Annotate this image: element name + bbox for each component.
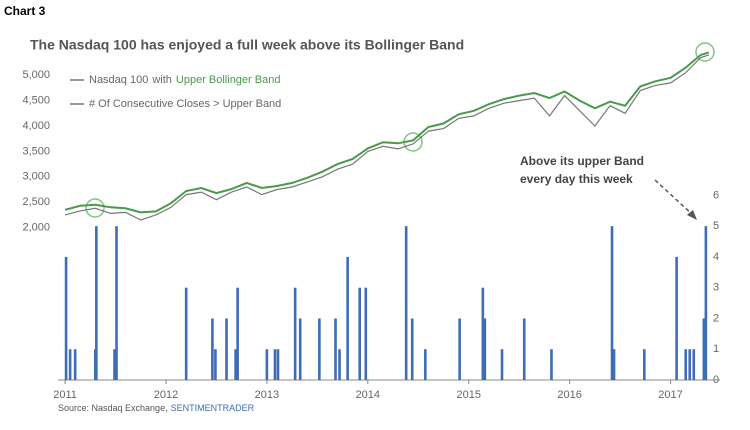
header: Chart 3 bbox=[4, 4, 46, 18]
y2-tick-label: 6 bbox=[713, 189, 719, 201]
y2-tick-label: 4 bbox=[713, 251, 719, 263]
bar bbox=[265, 349, 269, 380]
source-brand: SENTIMENTRADER bbox=[171, 403, 255, 413]
bar bbox=[214, 349, 217, 380]
annotation: Above its upper Band bbox=[520, 154, 644, 168]
bar bbox=[612, 349, 616, 380]
x-tick-label: 2012 bbox=[154, 389, 178, 401]
bar bbox=[273, 349, 277, 380]
annotation: every day this week bbox=[520, 172, 633, 186]
bar bbox=[211, 318, 214, 380]
bar bbox=[458, 318, 461, 380]
bar bbox=[293, 287, 297, 380]
bar bbox=[115, 226, 118, 380]
bar bbox=[64, 256, 68, 380]
legend-name: Upper Bollinger Band bbox=[176, 74, 281, 86]
bar bbox=[702, 318, 706, 380]
y2-tick-label: 3 bbox=[713, 282, 719, 294]
chart-title: The Nasdaq 100 has enjoyed a full week a… bbox=[30, 37, 464, 53]
line bbox=[64, 51, 710, 214]
bar bbox=[684, 349, 687, 380]
highlight-circle bbox=[695, 42, 715, 62]
bar bbox=[364, 287, 368, 380]
arrow-head bbox=[687, 210, 697, 220]
annotation-arrow bbox=[654, 179, 695, 217]
y-tick-label: 2,000 bbox=[22, 222, 50, 234]
x-tick-label: 2013 bbox=[255, 389, 279, 401]
bar bbox=[358, 287, 362, 380]
x-tick-label: 2017 bbox=[658, 389, 682, 401]
bar bbox=[234, 349, 237, 380]
bar bbox=[68, 349, 72, 380]
bar bbox=[236, 287, 239, 380]
y-tick-label: 5,000 bbox=[22, 69, 50, 81]
y-tick-label: 3,500 bbox=[22, 145, 50, 157]
bar bbox=[73, 349, 77, 380]
bar bbox=[410, 318, 414, 380]
bar bbox=[500, 349, 504, 380]
y2-tick-label: 5 bbox=[713, 220, 719, 232]
legend-link: with bbox=[151, 74, 172, 86]
highlight-circle bbox=[85, 198, 105, 218]
x-tick-label: 2016 bbox=[557, 389, 581, 401]
bar bbox=[610, 226, 614, 380]
bar bbox=[550, 349, 553, 380]
y-tick-label: 4,500 bbox=[22, 95, 50, 107]
legend-entry: # Of Consecutive Closes > Upper Band bbox=[89, 98, 281, 110]
bar bbox=[338, 349, 341, 380]
bar bbox=[643, 349, 646, 380]
source-text: Source: Nasdaq Exchange, bbox=[58, 403, 168, 413]
bar bbox=[688, 349, 692, 380]
bar bbox=[522, 318, 526, 380]
bar bbox=[481, 287, 485, 380]
bar bbox=[113, 349, 116, 380]
bar bbox=[298, 318, 302, 380]
x-tick-label: 2011 bbox=[53, 389, 77, 401]
bar bbox=[704, 226, 708, 380]
bar bbox=[334, 318, 337, 380]
x-tick-label: 2014 bbox=[356, 389, 380, 401]
bar bbox=[346, 256, 349, 380]
y2-tick-label: 1 bbox=[713, 343, 719, 355]
line bbox=[64, 54, 710, 221]
bar bbox=[225, 318, 228, 380]
y2-tick-label: 2 bbox=[713, 312, 719, 324]
bar bbox=[318, 318, 321, 380]
bar bbox=[404, 226, 408, 380]
y-tick-label: 2,500 bbox=[22, 196, 50, 208]
y-tick-label: 3,000 bbox=[22, 171, 50, 183]
bar bbox=[675, 256, 678, 380]
bar bbox=[276, 349, 280, 380]
x-tick-label: 2015 bbox=[456, 389, 480, 401]
legend-entry: Nasdaq 100 with Upper Bollinger Band bbox=[89, 74, 280, 86]
y-tick-label: 4,000 bbox=[22, 120, 50, 132]
bar bbox=[483, 318, 487, 380]
bar bbox=[95, 226, 98, 380]
bar bbox=[692, 349, 696, 380]
bar bbox=[184, 287, 188, 380]
source: Source: Nasdaq Exchange, SENTIMENTRADER bbox=[58, 403, 255, 413]
bar bbox=[424, 349, 427, 380]
legend-name: Nasdaq 100 bbox=[89, 74, 148, 86]
